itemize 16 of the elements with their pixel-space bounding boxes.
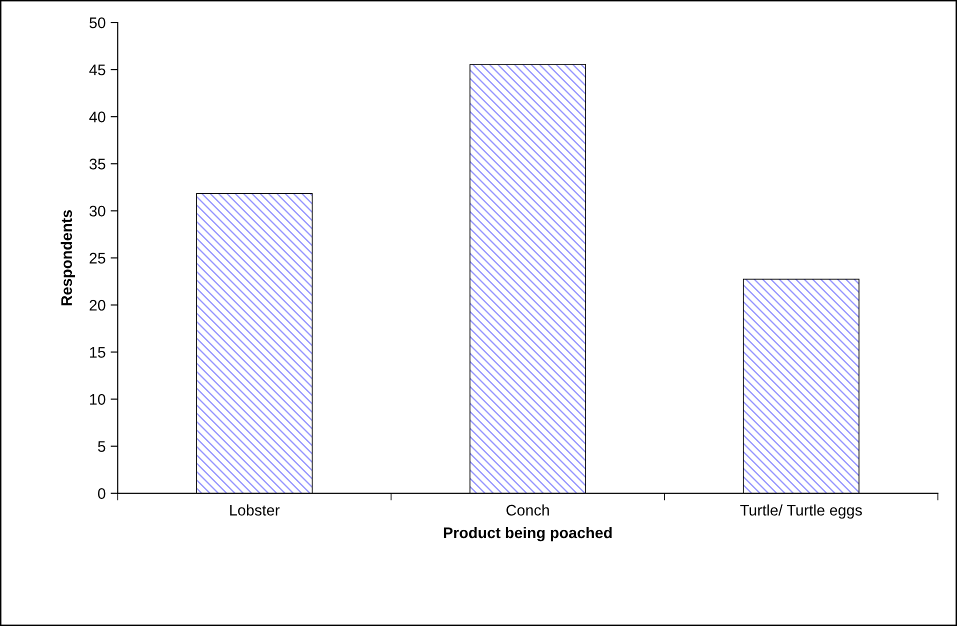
y-tick-label: 45 <box>89 64 106 76</box>
y-tick-label: 25 <box>90 252 106 264</box>
y-tick-label: 30 <box>89 206 106 217</box>
x-tick-label: Conch <box>506 504 549 516</box>
y-tick-label: 20 <box>90 300 106 311</box>
y-tick-label: 5 <box>98 441 106 452</box>
x-tick-label: Lobster <box>230 504 280 516</box>
y-tick-label: 35 <box>89 158 106 170</box>
y-tick-label: 15 <box>90 347 106 358</box>
y-tick-label: 50 <box>90 17 106 28</box>
x-tick-label: Turtle/ Turtle eggs <box>740 504 862 519</box>
y-tick-label: 40 <box>89 112 106 122</box>
y-tick-label: 0 <box>98 488 106 499</box>
y-axis-title: Respondents <box>60 210 76 306</box>
x-axis-title: Product being poached <box>444 526 612 542</box>
y-tick-label: 10 <box>90 394 106 405</box>
